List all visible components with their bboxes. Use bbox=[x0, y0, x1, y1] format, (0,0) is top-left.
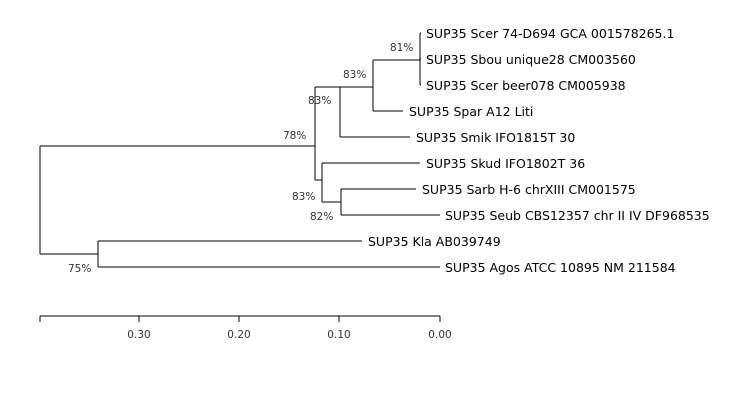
taxon-label-scer74: SUP35 Scer 74-D694 GCA 001578265.1 bbox=[426, 26, 674, 41]
bootstrap-root-ingroup: 78% bbox=[283, 130, 306, 142]
scale-tick-label-020: 0.20 bbox=[227, 329, 250, 341]
bootstrap-skud: 83% bbox=[292, 191, 315, 203]
scale-tick-label-000: 0.00 bbox=[428, 329, 451, 341]
bootstrap-scer-sbou: 81% bbox=[390, 42, 413, 54]
taxon-labels: SUP35 Scer 74-D694 GCA 001578265.1 SUP35… bbox=[368, 26, 710, 275]
bootstrap-spar: 83% bbox=[308, 95, 331, 107]
scale-tick-label-030: 0.30 bbox=[127, 329, 150, 341]
taxon-label-smik: SUP35 Smik IFO1815T 30 bbox=[416, 130, 575, 145]
tree-branches bbox=[39, 32, 440, 268]
taxon-label-agos: SUP35 Agos ATCC 10895 NM 211584 bbox=[445, 260, 676, 275]
taxon-label-seub: SUP35 Seub CBS12357 chr II IV DF968535 bbox=[445, 208, 710, 223]
taxon-label-kla: SUP35 Kla AB039749 bbox=[368, 234, 501, 249]
taxon-label-sarb: SUP35 Sarb H-6 chrXIII CM001575 bbox=[422, 182, 636, 197]
taxon-label-spar: SUP35 Spar A12 Liti bbox=[409, 104, 533, 119]
taxon-label-skud: SUP35 Skud IFO1802T 36 bbox=[426, 156, 585, 171]
bootstrap-sarb-seub: 82% bbox=[310, 211, 333, 223]
scale-tick-label-010: 0.10 bbox=[327, 329, 350, 341]
bootstrap-kla-agos: 75% bbox=[68, 263, 91, 275]
scale-axis: 0.30 0.20 0.10 0.00 bbox=[39, 315, 452, 341]
bootstrap-labels: 81% 83% 83% 78% 83% 82% 75% bbox=[68, 42, 413, 275]
taxon-label-scerbeer: SUP35 Scer beer078 CM005938 bbox=[426, 78, 626, 93]
taxon-label-sbou: SUP35 Sbou unique28 CM003560 bbox=[426, 52, 636, 67]
bootstrap-scer-group: 83% bbox=[343, 69, 366, 81]
